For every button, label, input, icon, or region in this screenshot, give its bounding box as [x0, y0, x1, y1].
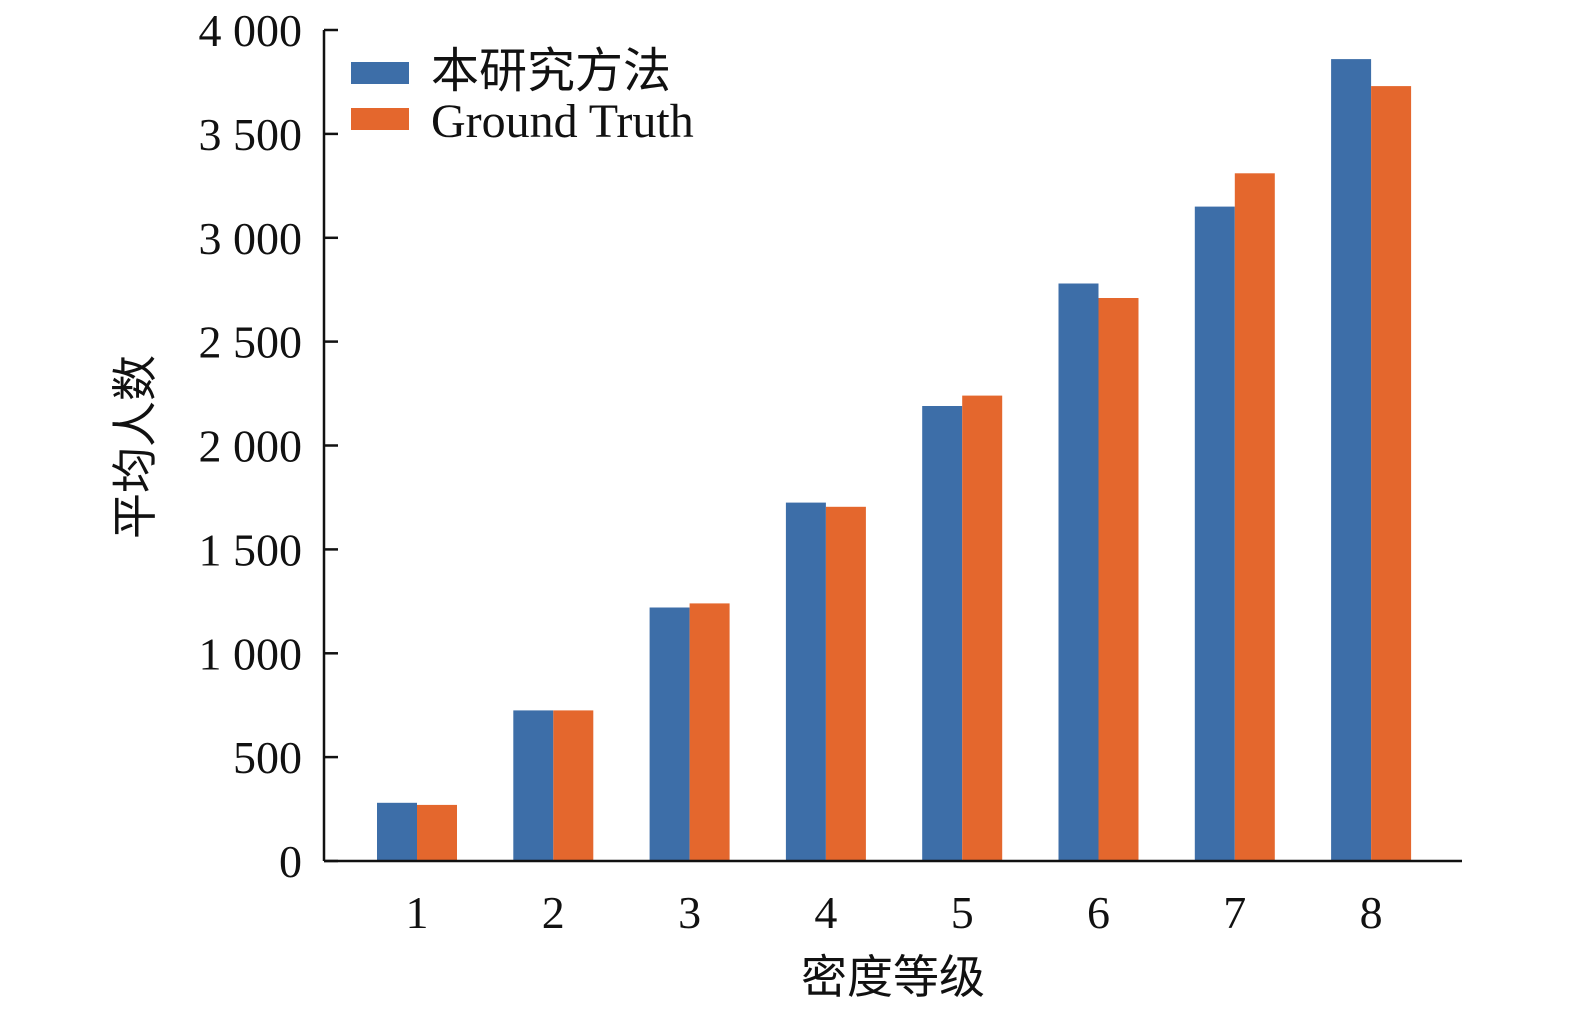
legend-swatch-series-2 — [351, 108, 409, 130]
bar-series-1-cat-7 — [1194, 206, 1235, 862]
bar-series-2-cat-5 — [962, 395, 1003, 861]
y-tick-label: 1 500 — [199, 524, 303, 575]
y-tick-label: 4 000 — [199, 5, 303, 56]
y-tick-label: 500 — [233, 732, 302, 783]
legend-label-series-1: 本研究方法 — [431, 45, 671, 98]
bars-group — [377, 59, 1412, 862]
bar-series-1-cat-5 — [922, 406, 963, 861]
y-tick-label: 3 000 — [199, 213, 303, 264]
bar-series-1-cat-1 — [377, 802, 417, 861]
y-tick-label: 2 000 — [199, 421, 303, 472]
bar-series-2-cat-1 — [417, 804, 457, 861]
x-tick-label: 8 — [1360, 887, 1383, 938]
bar-series-2-cat-8 — [1371, 86, 1412, 862]
y-tick-label: 0 — [279, 836, 302, 887]
bar-series-1-cat-4 — [785, 502, 826, 861]
bar-series-2-cat-4 — [825, 506, 866, 861]
y-tick-label: 2 500 — [199, 317, 303, 368]
bar-series-1-cat-2 — [513, 710, 554, 861]
x-tick-label: 7 — [1223, 887, 1246, 938]
bar-series-1-cat-3 — [649, 607, 690, 861]
bar-series-1-cat-8 — [1331, 59, 1372, 862]
x-tick-label: 3 — [678, 887, 701, 938]
bar-series-2-cat-2 — [553, 710, 594, 861]
y-tick-label: 1 000 — [199, 628, 303, 679]
x-tick-label: 4 — [814, 887, 837, 938]
legend: 本研究方法 Ground Truth — [351, 45, 694, 148]
legend-swatch-series-1 — [351, 62, 409, 84]
y-tick-label: 3 500 — [199, 109, 303, 160]
y-ticks-group: 0 500 1 000 1 500 2 000 2 500 3 000 3 500 4 000 — [199, 5, 338, 887]
bar-series-2-cat-7 — [1234, 173, 1275, 862]
legend-label-series-2: Ground Truth — [431, 95, 694, 148]
x-tick-label: 6 — [1087, 887, 1110, 938]
axes-group — [322, 30, 1462, 863]
x-ticks-group: 1 2 3 4 5 6 7 8 — [406, 887, 1383, 938]
x-tick-label: 1 — [406, 887, 429, 938]
x-axis-label: 密度等级 — [801, 952, 985, 1003]
x-tick-label: 5 — [951, 887, 974, 938]
bar-series-2-cat-3 — [689, 603, 730, 861]
bar-series-1-cat-6 — [1058, 283, 1099, 861]
x-tick-label: 2 — [542, 887, 565, 938]
y-axis-label: 平均人数 — [110, 355, 161, 539]
bar-series-2-cat-6 — [1098, 298, 1139, 861]
